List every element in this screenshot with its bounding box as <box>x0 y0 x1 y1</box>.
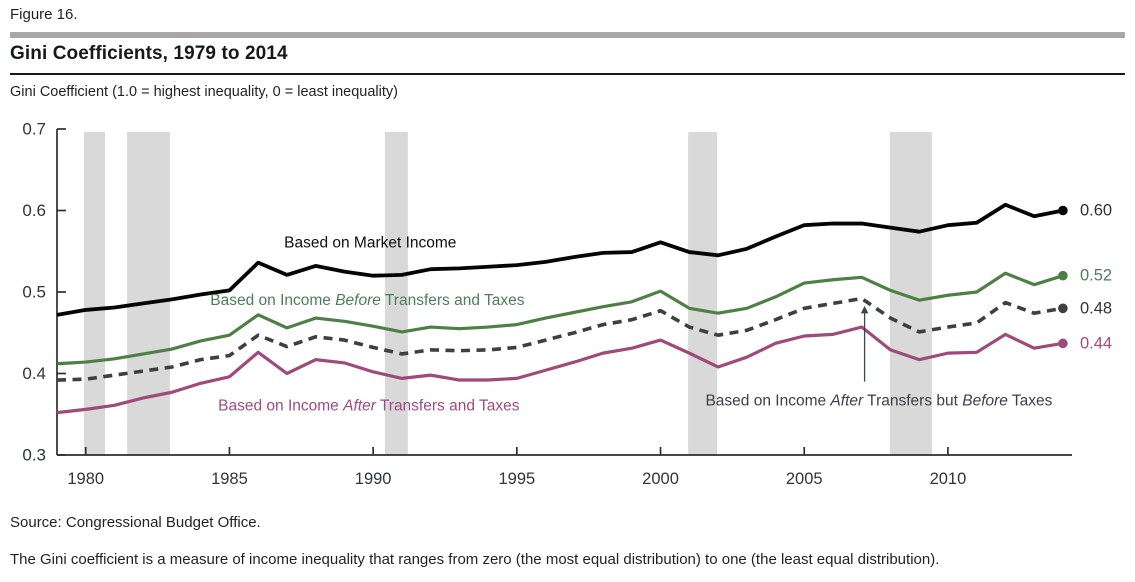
recession-band <box>688 132 718 455</box>
x-tick-label: 2005 <box>786 470 823 488</box>
series-line-after-transfers-before-taxes <box>56 296 1064 382</box>
recession-band <box>127 132 170 455</box>
annotation-arrow-head <box>860 305 869 314</box>
label-after-transfers-before-taxes: Based on Income After Transfers but Befo… <box>705 392 1052 409</box>
end-dot-market-income <box>1058 205 1068 216</box>
end-value-label-after-transfers-before-taxes: 0.48 <box>1080 299 1112 317</box>
recession-band <box>84 132 105 455</box>
y-tick-label: 0.7 <box>22 120 46 139</box>
figure-label: Figure 16. <box>10 6 78 23</box>
x-tick-label: 1985 <box>211 470 248 488</box>
page-title: Gini Coefficients, 1979 to 2014 <box>10 43 288 64</box>
series-line-after-transfers-and-taxes <box>56 325 1064 415</box>
y-tick-label: 0.6 <box>22 201 46 220</box>
definition-note: The Gini coefficient is a measure of inc… <box>10 551 940 568</box>
end-value-label-market-income: 0.60 <box>1080 202 1112 220</box>
x-tick-label: 1990 <box>355 470 392 488</box>
x-tick-label: 1995 <box>498 470 535 488</box>
y-tick-label: 0.5 <box>22 283 46 302</box>
x-tick-label: 2000 <box>642 470 679 488</box>
series-line-market-income <box>56 202 1064 317</box>
y-tick-label: 0.4 <box>22 364 46 383</box>
x-tick-label: 2010 <box>930 470 967 488</box>
gini-line-chart: 0.3 0.4 0.5 0.6 0.7 1980 1985 1990 1995 2000 2005 2… <box>22 120 1112 489</box>
label-market-income: Based on Market Income <box>284 234 456 251</box>
end-value-label-before-transfers-and-taxes: 0.52 <box>1080 267 1112 285</box>
x-tick-label: 1980 <box>67 470 104 488</box>
end-dot-after-transfers-and-taxes <box>1058 338 1068 349</box>
y-tick-label: 0.3 <box>22 446 46 465</box>
y-axis-unit-label: Gini Coefficient (1.0 = highest inequali… <box>10 84 398 100</box>
source-note: Source: Congressional Budget Office. <box>10 514 261 531</box>
end-value-label-after-transfers-and-taxes: 0.44 <box>1080 334 1112 352</box>
end-dot-after-transfers-before-taxes <box>1058 303 1068 314</box>
label-after-transfers-and-taxes: Based on Income After Transfers and Taxe… <box>218 397 520 414</box>
title-underline-rule <box>10 73 1125 75</box>
header-gray-rule <box>10 32 1125 38</box>
series-line-before-transfers-and-taxes <box>56 271 1064 366</box>
end-dot-before-transfers-and-taxes <box>1058 270 1068 281</box>
label-before-transfers-and-taxes: Based on Income Before Transfers and Tax… <box>210 292 524 309</box>
